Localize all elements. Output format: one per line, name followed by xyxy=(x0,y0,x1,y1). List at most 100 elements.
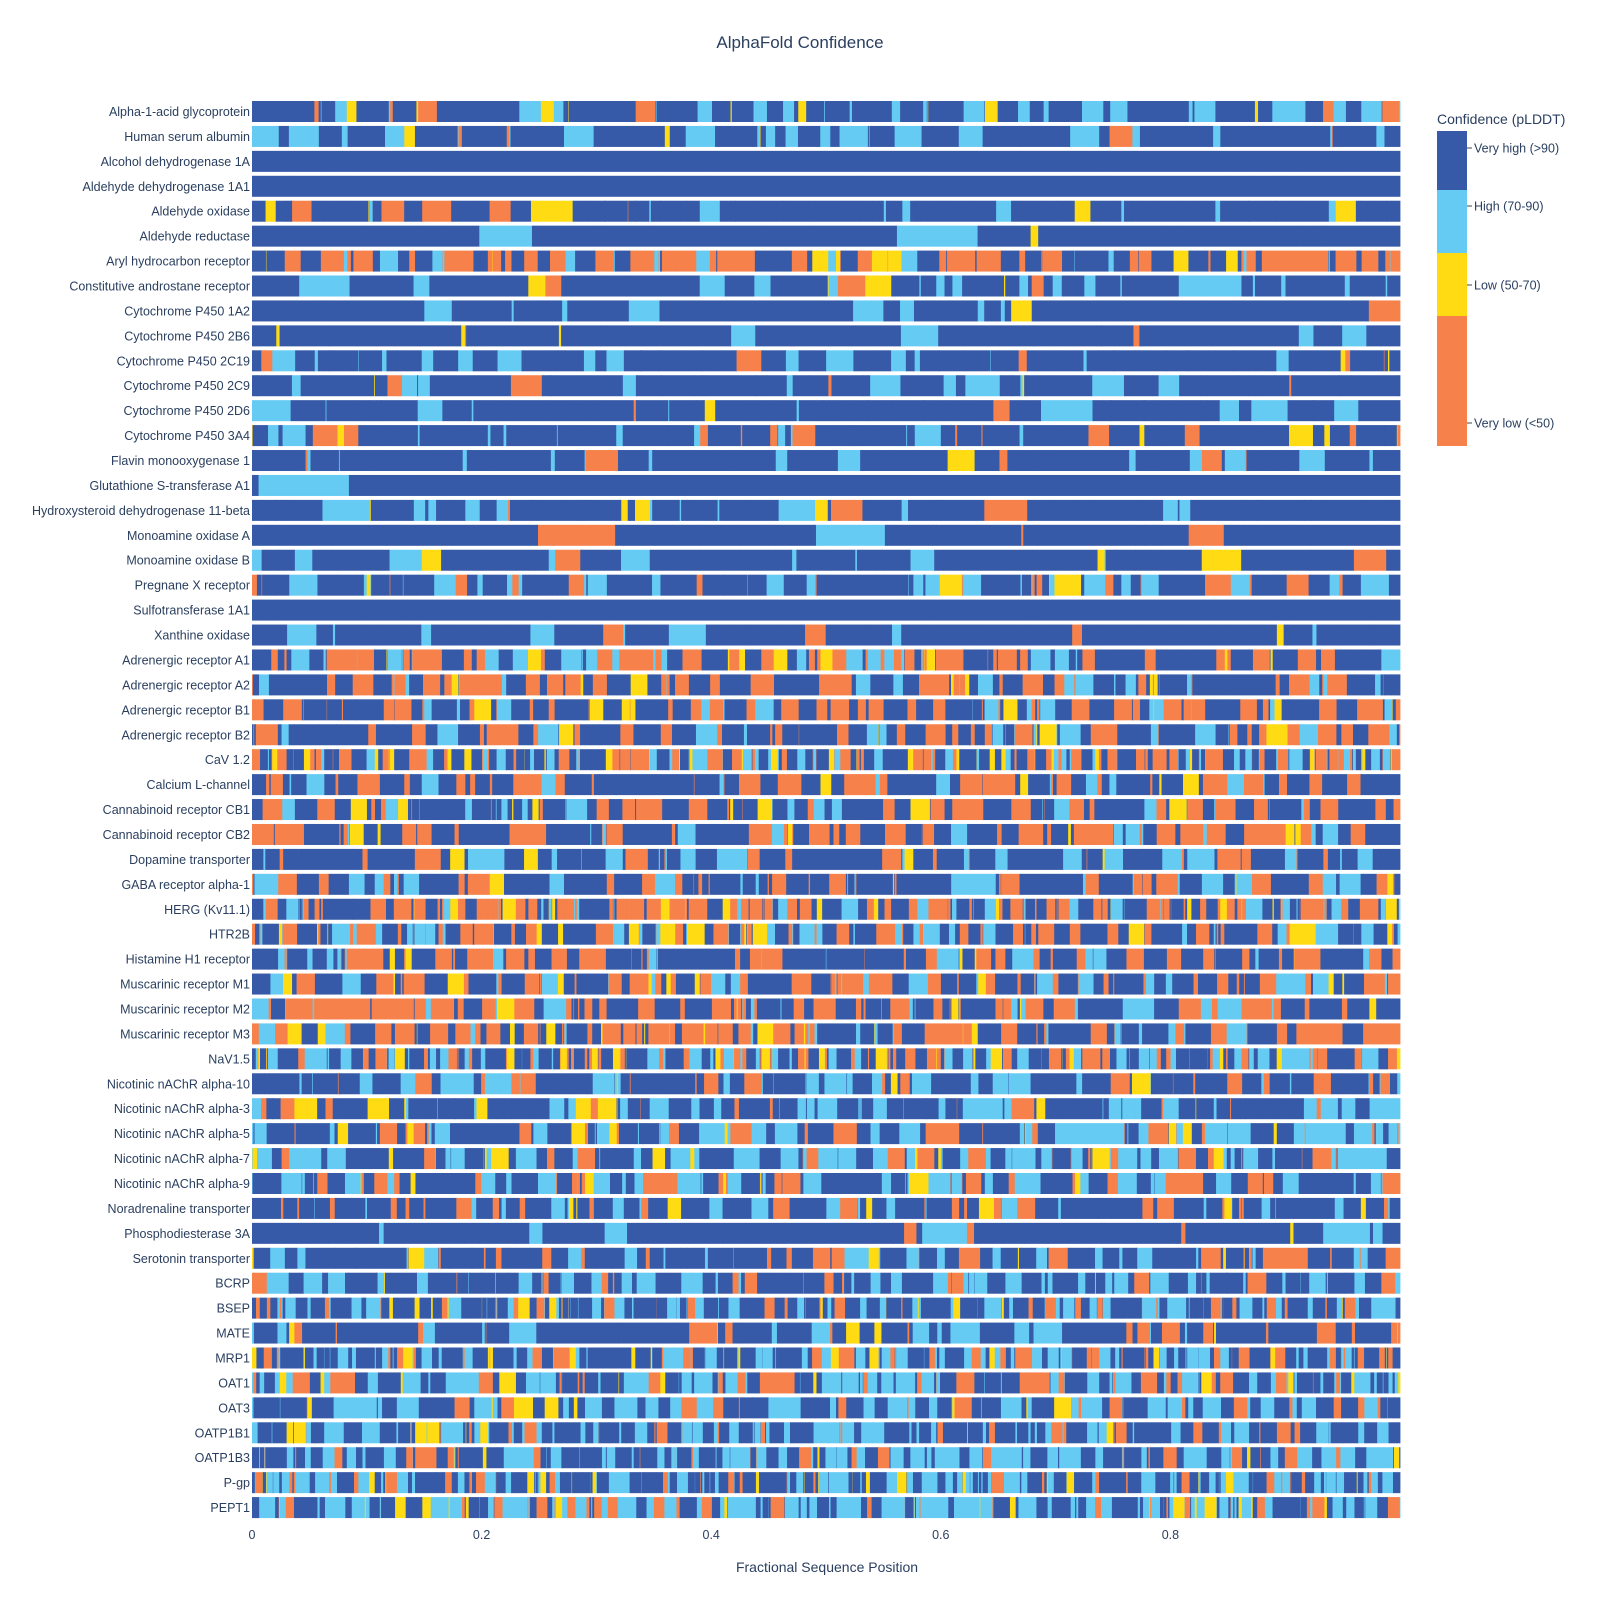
heatmap-cell xyxy=(881,200,885,222)
heatmap-cell xyxy=(576,898,580,920)
heatmap-cell xyxy=(1376,873,1388,895)
heatmap-cell xyxy=(990,1048,1003,1070)
heatmap-cell xyxy=(1276,1023,1278,1045)
heatmap-cell xyxy=(252,873,254,895)
heatmap-cell xyxy=(342,799,344,821)
heatmap-cell xyxy=(1346,674,1358,696)
heatmap-cell xyxy=(730,973,741,995)
heatmap-cell xyxy=(1031,325,1034,347)
heatmap-cell xyxy=(475,101,488,122)
heatmap-cell xyxy=(516,774,529,796)
heatmap-cell xyxy=(306,774,325,796)
heatmap-cell xyxy=(366,574,370,596)
heatmap-cell xyxy=(996,649,999,671)
heatmap-cell xyxy=(638,699,658,721)
heatmap-cell xyxy=(581,549,583,571)
heatmap-cell xyxy=(1103,450,1130,472)
heatmap-cell xyxy=(442,898,444,920)
heatmap-cell xyxy=(932,524,938,546)
heatmap-cell xyxy=(1278,549,1310,571)
heatmap-cell xyxy=(1174,823,1176,845)
heatmap-cell xyxy=(530,499,533,521)
heatmap-cell xyxy=(912,998,916,1020)
heatmap-cell xyxy=(1205,125,1207,147)
heatmap-cell xyxy=(541,923,559,945)
heatmap-cell xyxy=(383,948,391,970)
heatmap-cell xyxy=(1322,873,1337,895)
heatmap-cell xyxy=(1183,774,1200,796)
heatmap-cell xyxy=(489,350,497,372)
heatmap-cell xyxy=(1225,823,1245,845)
heatmap-cell xyxy=(734,250,756,272)
heatmap-cell xyxy=(282,923,283,945)
heatmap-cell xyxy=(1141,574,1160,596)
heatmap-cell xyxy=(557,350,566,372)
heatmap-cell xyxy=(558,898,560,920)
heatmap-cell xyxy=(921,699,934,721)
heatmap-cell xyxy=(612,749,617,771)
heatmap-cell xyxy=(1301,125,1331,147)
heatmap-cell xyxy=(291,375,302,397)
heatmap-cell xyxy=(878,898,885,920)
heatmap-cell xyxy=(1240,699,1243,721)
heatmap-cell xyxy=(1155,873,1157,895)
heatmap-cell xyxy=(548,375,550,397)
heatmap-cell xyxy=(854,848,877,870)
heatmap-cell xyxy=(901,624,922,646)
heatmap-cell xyxy=(614,200,622,222)
heatmap-cell xyxy=(728,848,748,870)
heatmap-cell xyxy=(513,799,523,821)
heatmap-cell xyxy=(1323,898,1325,920)
heatmap-cell xyxy=(755,325,792,347)
heatmap-cell xyxy=(824,400,830,422)
heatmap-cell xyxy=(497,574,508,596)
heatmap-cell xyxy=(818,1048,826,1070)
heatmap-cell xyxy=(1041,250,1043,272)
heatmap-cell xyxy=(589,699,604,721)
heatmap-cell xyxy=(472,923,475,945)
heatmap-cell xyxy=(275,499,278,521)
heatmap-cell xyxy=(950,848,964,870)
heatmap-cell xyxy=(343,649,358,671)
heatmap-cell xyxy=(900,375,923,397)
heatmap-cell xyxy=(1012,724,1015,746)
heatmap-cell xyxy=(349,275,351,297)
heatmap-cell xyxy=(791,1048,799,1070)
heatmap-cell xyxy=(936,275,945,297)
heatmap-cell xyxy=(968,848,971,870)
heatmap-cell xyxy=(484,823,487,845)
heatmap-cell xyxy=(1036,524,1136,546)
heatmap-row xyxy=(252,599,1401,621)
heatmap-cell xyxy=(960,998,962,1020)
heatmap-cell xyxy=(887,200,892,222)
heatmap-cell xyxy=(1074,948,1078,970)
heatmap-cell xyxy=(294,549,313,571)
heatmap-cell xyxy=(999,973,1009,995)
heatmap-cell xyxy=(607,973,609,995)
heatmap-cell xyxy=(1004,300,1007,322)
heatmap-cell xyxy=(908,973,929,995)
heatmap-cell xyxy=(1034,973,1036,995)
heatmap-cell xyxy=(1042,674,1044,696)
heatmap-cell xyxy=(874,450,892,472)
heatmap-cell xyxy=(511,699,520,721)
heatmap-cell xyxy=(368,724,377,746)
heatmap-cell xyxy=(455,125,459,147)
heatmap-cell xyxy=(1105,125,1110,147)
heatmap-cell xyxy=(881,998,883,1020)
heatmap-cell xyxy=(694,774,698,796)
heatmap-cell xyxy=(1396,898,1400,920)
heatmap-cell xyxy=(651,973,656,995)
heatmap-cell xyxy=(478,275,482,297)
heatmap-cell xyxy=(412,649,432,671)
heatmap-cell xyxy=(425,724,436,746)
heatmap-cell xyxy=(1074,250,1076,272)
heatmap-row xyxy=(252,574,1401,596)
heatmap-cell xyxy=(1198,774,1204,796)
heatmap-cell xyxy=(1107,898,1111,920)
heatmap-cell xyxy=(323,375,352,397)
heatmap-cell xyxy=(506,425,520,447)
heatmap-cell xyxy=(950,898,953,920)
heatmap-cell xyxy=(1288,699,1291,721)
heatmap-cell xyxy=(388,101,391,122)
